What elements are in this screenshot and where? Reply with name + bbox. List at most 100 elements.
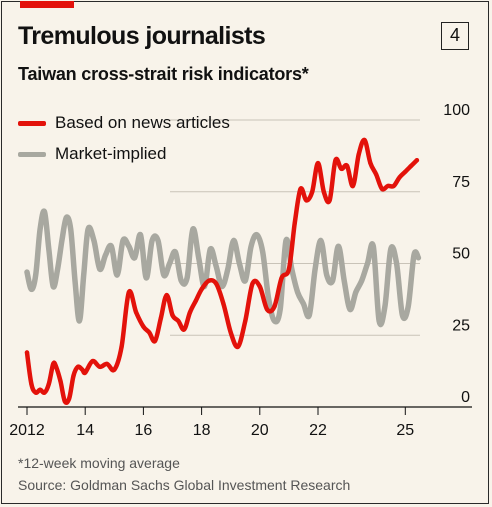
data-point-news-32 <box>199 287 204 292</box>
data-point-market-58 <box>342 278 347 283</box>
data-point-market-68 <box>400 313 405 318</box>
data-point-news-0 <box>24 350 30 355</box>
data-point-news-59 <box>374 172 379 177</box>
data-point-news-2 <box>33 390 38 395</box>
data-point-market-9 <box>64 215 69 220</box>
data-point-market-57 <box>336 244 341 249</box>
data-point-news-49 <box>315 160 321 166</box>
data-point-market-5 <box>46 246 51 252</box>
data-point-market-21 <box>126 244 132 249</box>
data-point-news-26 <box>164 292 169 298</box>
data-point-news-54 <box>344 163 350 169</box>
data-point-market-44 <box>260 249 265 255</box>
data-point-news-16 <box>97 364 103 369</box>
data-point-news-65 <box>408 163 414 169</box>
data-point-market-48 <box>283 238 289 243</box>
data-point-market-20 <box>120 238 126 243</box>
data-point-market-19 <box>115 272 120 278</box>
data-point-news-8 <box>58 379 63 384</box>
y-tick-label-25: 25 <box>452 317 470 334</box>
data-point-market-41 <box>243 278 248 283</box>
data-point-news-61 <box>385 183 390 189</box>
data-point-market-17 <box>103 252 108 258</box>
data-point-market-54 <box>318 238 324 243</box>
data-point-news-33 <box>206 278 212 283</box>
data-point-news-13 <box>80 367 85 372</box>
data-point-news-50 <box>321 189 326 194</box>
legend-item-news: Based on news articles <box>18 113 230 133</box>
data-point-news-51 <box>327 198 332 203</box>
data-point-market-27 <box>161 272 166 278</box>
data-point-news-53 <box>339 166 344 171</box>
data-point-news-38 <box>243 318 248 324</box>
data-point-news-11 <box>71 373 76 378</box>
data-point-market-38 <box>225 267 230 272</box>
data-point-market-53 <box>312 267 318 272</box>
data-point-news-41 <box>264 307 270 312</box>
data-point-news-31 <box>193 298 198 303</box>
data-point-news-45 <box>292 221 297 226</box>
data-point-market-65 <box>382 304 388 309</box>
data-point-news-60 <box>379 186 385 192</box>
data-point-news-7 <box>53 364 59 369</box>
data-point-news-9 <box>62 399 67 404</box>
data-point-market-46 <box>272 318 277 324</box>
data-point-market-16 <box>97 267 103 272</box>
chart-number-badge: 4 <box>441 22 469 50</box>
x-tick-label-2012: 2012 <box>9 422 45 439</box>
data-point-market-8 <box>59 238 65 243</box>
data-point-news-56 <box>356 152 361 157</box>
data-point-market-3 <box>37 226 43 232</box>
data-point-news-40 <box>257 284 262 289</box>
data-point-market-32 <box>190 226 196 232</box>
legend-label-market: Market-implied <box>55 144 167 163</box>
data-point-news-28 <box>176 318 181 324</box>
data-point-market-0 <box>24 269 30 275</box>
data-point-news-23 <box>147 330 152 335</box>
data-point-market-10 <box>68 226 73 232</box>
data-point-news-22 <box>141 324 146 329</box>
data-point-market-31 <box>184 275 190 281</box>
data-point-market-52 <box>307 313 312 318</box>
data-point-market-50 <box>295 290 300 295</box>
data-point-news-36 <box>228 330 233 335</box>
data-point-news-24 <box>152 338 158 344</box>
x-tick-label-22: 22 <box>309 422 327 439</box>
data-point-market-29 <box>173 249 178 255</box>
data-point-news-29 <box>181 327 187 332</box>
data-point-market-13 <box>81 272 86 278</box>
legend-label-news: Based on news articles <box>55 113 230 132</box>
data-point-market-23 <box>138 232 143 237</box>
x-tick-label-14: 14 <box>76 422 94 439</box>
data-point-market-33 <box>196 255 201 260</box>
data-point-news-63 <box>397 175 402 180</box>
data-point-news-44 <box>286 267 292 272</box>
data-point-market-47 <box>278 307 283 312</box>
data-point-market-56 <box>330 278 335 283</box>
data-point-market-40 <box>237 261 242 266</box>
data-point-news-14 <box>83 370 88 375</box>
data-point-news-35 <box>221 301 226 306</box>
data-point-market-11 <box>72 278 78 283</box>
brand-red-tag <box>20 1 74 8</box>
data-point-market-12 <box>77 318 82 324</box>
data-point-market-14 <box>85 226 91 232</box>
data-point-market-4 <box>42 209 47 214</box>
data-point-market-18 <box>109 244 114 249</box>
data-point-market-39 <box>231 238 236 243</box>
data-point-news-62 <box>391 183 396 189</box>
data-point-news-42 <box>272 304 277 309</box>
data-point-market-67 <box>394 261 399 266</box>
data-point-market-7 <box>55 267 60 272</box>
data-point-news-64 <box>403 169 408 174</box>
data-point-market-43 <box>254 232 260 237</box>
data-point-news-1 <box>29 381 34 387</box>
legend-swatch-news <box>18 120 46 126</box>
data-point-news-5 <box>46 381 51 387</box>
data-point-news-30 <box>187 310 193 315</box>
data-point-news-6 <box>51 361 56 367</box>
data-point-news-25 <box>158 315 164 321</box>
data-point-market-28 <box>167 261 172 266</box>
chart-title: Tremulous journalists <box>18 22 266 50</box>
